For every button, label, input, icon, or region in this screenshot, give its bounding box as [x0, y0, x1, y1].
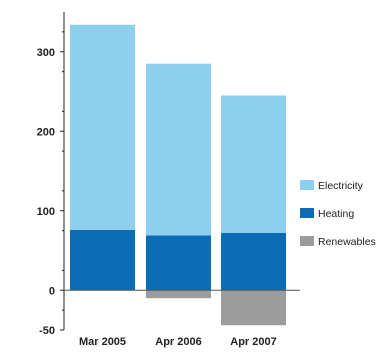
- x-tick-label-apr-2006: Apr 2006: [155, 336, 201, 348]
- legend-swatch-electricity: [300, 180, 314, 190]
- bar-electricity-apr-2007: [221, 95, 286, 234]
- x-tick-label-apr-2007: Apr 2007: [230, 336, 276, 348]
- legend-label-renewables: Renewables: [318, 236, 376, 248]
- y-tick-label-300: 300: [37, 47, 55, 59]
- legend-swatch-renewables: [300, 236, 314, 246]
- x-tick-label-mar-2005: Mar 2005: [79, 336, 126, 348]
- bar-heating-apr-2007: [221, 233, 286, 291]
- bars-layer: [70, 24, 286, 326]
- bar-electricity-apr-2006: [146, 63, 211, 236]
- bar-renewables-apr-2007: [221, 290, 286, 326]
- y-tick-label-100: 100: [37, 206, 55, 218]
- axis-layer: Mar 2005 Apr 2006 Apr 2007 -50 0 100 200 300: [37, 12, 300, 348]
- legend-label-electricity: Electricity: [318, 180, 364, 192]
- bar-electricity-mar-2005: [70, 24, 135, 230]
- bar-renewables-apr-2006: [146, 290, 211, 299]
- y-tick-label-0: 0: [49, 285, 55, 297]
- legend-label-heating: Heating: [318, 208, 354, 220]
- legend: Electricity Heating Renewables: [300, 180, 376, 248]
- bar-heating-mar-2005: [70, 229, 135, 291]
- y-tick-label-200: 200: [37, 126, 55, 138]
- bar-heating-apr-2006: [146, 235, 211, 291]
- legend-swatch-heating: [300, 208, 314, 218]
- y-tick-label-50: -50: [39, 325, 55, 337]
